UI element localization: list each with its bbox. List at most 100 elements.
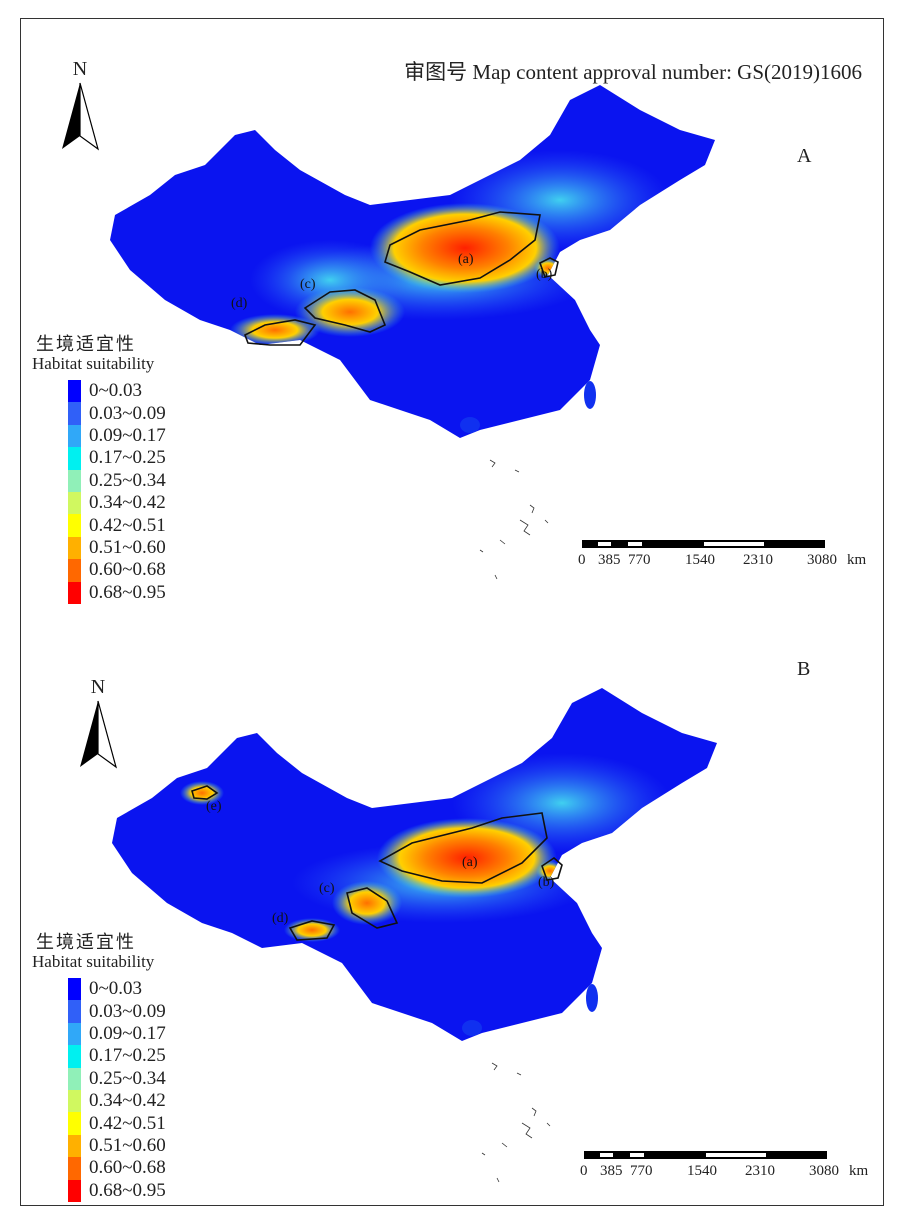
legend-a: 生境适宜性 Habitat suitability 0~0.03 0.03~0.0…	[32, 330, 166, 604]
legend-item: 0.17~0.25	[68, 1045, 166, 1068]
scale-tick-label: 385	[598, 552, 621, 568]
legend-item: 0.09~0.17	[68, 1022, 166, 1046]
legend-item: 0.42~0.51	[68, 1112, 166, 1135]
legend-swatch	[68, 536, 81, 560]
region-label-d: (d)	[231, 296, 248, 311]
legend-item: 0.34~0.42	[68, 1089, 166, 1113]
legend-swatch	[68, 447, 81, 470]
legend-label: 0.03~0.09	[89, 1000, 166, 1022]
legend-item: 0~0.03	[68, 978, 166, 1001]
north-label: N	[90, 676, 106, 698]
panel-label-b: B	[797, 658, 811, 680]
legend-label: 0.09~0.17	[89, 1022, 166, 1044]
legend-label: 0.03~0.09	[89, 402, 166, 424]
figure-frame	[20, 18, 884, 1206]
legend-swatch	[68, 1134, 81, 1158]
north-arrow-icon	[80, 700, 118, 769]
legend-swatch	[68, 469, 81, 492]
scale-tick-label: 770	[630, 1163, 653, 1179]
legend-title-en: Habitat suitability	[32, 952, 155, 971]
legend-title-zh: 生境适宜性	[36, 932, 136, 952]
north-label: N	[72, 58, 88, 80]
legend-label: 0.42~0.51	[89, 514, 166, 536]
legend-swatch	[68, 1179, 81, 1202]
scale-bar-a: 0 385 770 1540 2310 3080 km	[570, 540, 870, 568]
region-label-c: (c)	[319, 881, 335, 896]
north-arrow: N	[78, 676, 118, 774]
legend-label: 0.42~0.51	[89, 1112, 166, 1134]
legend-label: 0.60~0.68	[89, 559, 166, 581]
legend-label: 0.34~0.42	[89, 1090, 166, 1112]
scale-tick-label: 3080	[809, 1163, 839, 1179]
legend-item: 0~0.03	[68, 380, 166, 403]
panel-label-a: A	[797, 145, 812, 167]
legend-swatch	[68, 1000, 81, 1023]
legend-item: 0.03~0.09	[68, 1000, 166, 1023]
legend-label: 0~0.03	[89, 380, 143, 402]
legend-swatch	[68, 424, 81, 448]
region-label-b: (b)	[538, 875, 555, 890]
legend-item: 0.42~0.51	[68, 514, 166, 537]
scale-tick-label: 0	[580, 1163, 588, 1179]
legend-item: 0.09~0.17	[68, 424, 166, 448]
north-arrow: N	[60, 58, 100, 156]
legend-item: 0.17~0.25	[68, 447, 166, 470]
region-label-a: (a)	[462, 855, 478, 870]
legend-item: 0.60~0.68	[68, 559, 166, 582]
legend-item: 0.25~0.34	[68, 1067, 166, 1090]
legend-label: 0.25~0.34	[89, 1067, 166, 1089]
scale-tick-label: 2310	[743, 552, 773, 568]
scale-unit: km	[847, 552, 867, 568]
legend-item: 0.51~0.60	[68, 1134, 166, 1158]
legend-label: 0.68~0.95	[89, 1179, 166, 1201]
legend-swatch	[68, 514, 81, 537]
legend-label: 0.34~0.42	[89, 492, 166, 514]
legend-label: 0.09~0.17	[89, 424, 166, 446]
legend-label: 0.68~0.95	[89, 581, 166, 603]
legend-label: 0.51~0.60	[89, 1134, 166, 1156]
legend-label: 0.60~0.68	[89, 1157, 166, 1179]
legend-label: 0~0.03	[89, 978, 143, 1000]
scale-tick-label: 385	[600, 1163, 623, 1179]
scale-tick-label: 3080	[807, 552, 837, 568]
legend-swatch	[68, 1089, 81, 1113]
scale-unit: km	[849, 1163, 869, 1179]
region-label-b: (b)	[536, 267, 553, 282]
region-label-c: (c)	[300, 277, 316, 292]
legend-label: 0.25~0.34	[89, 469, 166, 491]
legend-item: 0.68~0.95	[68, 1179, 166, 1202]
legend-swatch	[68, 559, 81, 582]
scale-tick-label: 770	[628, 552, 651, 568]
legend-swatch	[68, 380, 81, 403]
scale-tick-label: 2310	[745, 1163, 775, 1179]
legend-item: 0.03~0.09	[68, 402, 166, 425]
legend-swatch	[68, 1112, 81, 1135]
legend-title-en: Habitat suitability	[32, 354, 155, 373]
legend-swatch	[68, 1022, 81, 1046]
north-arrow-icon	[62, 82, 100, 151]
legend-swatch	[68, 978, 81, 1001]
legend-item: 0.51~0.60	[68, 536, 166, 560]
legend-label: 0.51~0.60	[89, 536, 166, 558]
map-panel-b	[112, 688, 717, 1183]
scale-bar-b: 0 385 770 1540 2310 3080 km	[572, 1151, 872, 1179]
scale-tick-label: 1540	[687, 1163, 717, 1179]
legend-item: 0.25~0.34	[68, 469, 166, 492]
legend-item: 0.60~0.68	[68, 1157, 166, 1180]
map-approval-title: 审图号 Map content approval number: GS(2019…	[404, 60, 862, 84]
legend-swatch	[68, 1157, 81, 1180]
legend-label: 0.17~0.25	[89, 447, 166, 469]
region-label-e: (e)	[206, 799, 222, 814]
map-panel-a	[110, 85, 715, 580]
region-label-a: (a)	[458, 252, 474, 267]
legend-swatch	[68, 491, 81, 515]
legend-item: 0.34~0.42	[68, 491, 166, 515]
legend-swatch	[68, 402, 81, 425]
legend-b: 生境适宜性 Habitat suitability 0~0.03 0.03~0.0…	[32, 928, 166, 1202]
legend-swatch	[68, 1067, 81, 1090]
legend-title-zh: 生境适宜性	[36, 334, 136, 354]
legend-swatch	[68, 1045, 81, 1068]
legend-swatch	[68, 581, 81, 604]
region-label-d: (d)	[272, 911, 289, 926]
